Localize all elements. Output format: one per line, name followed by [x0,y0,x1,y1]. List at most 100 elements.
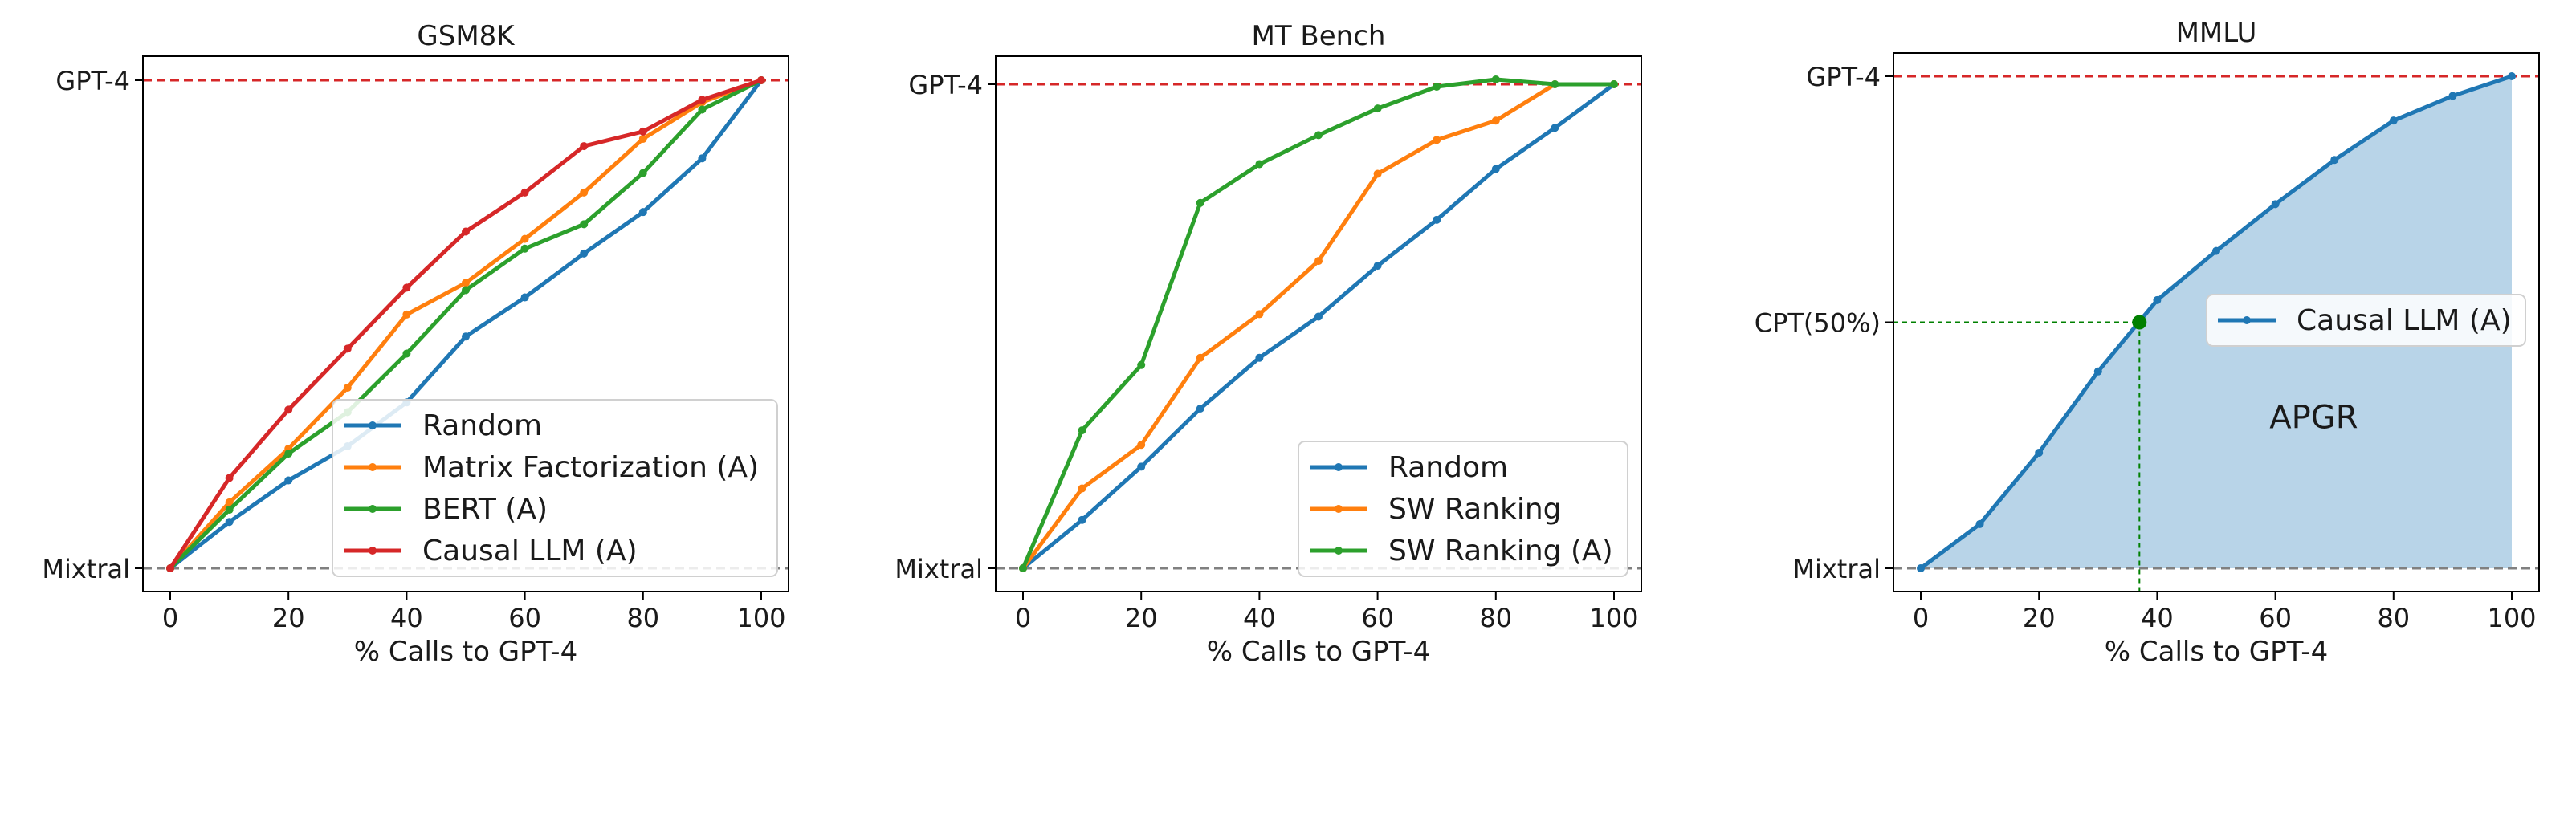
data-point-random [580,249,589,258]
data-point-causal-llm-a [2153,295,2162,304]
data-point-random [1196,405,1204,413]
data-point-sw-ranking-a [1433,83,1441,92]
data-point-sw-ranking-a [1491,75,1500,83]
data-point-matrix-factorization-a [225,498,234,506]
data-point-causal-llm-a [166,564,174,572]
x-axis-label: % Calls to GPT-4 [2105,636,2328,668]
chart-title: MT Bench [1252,20,1386,52]
data-point-causal-llm-a [2389,116,2398,125]
data-point-causal-llm-a [2035,448,2044,457]
plot-frame [142,55,789,592]
data-point-causal-llm-a [462,227,470,236]
y-tick-label: GPT-4 [908,70,983,100]
data-point-sw-ranking-a [1373,104,1382,113]
y-tick-label: Mixtral [42,554,130,584]
legend-marker [2243,316,2251,324]
data-point-matrix-factorization-a [520,234,529,243]
x-tick-label: 40 [390,603,423,633]
chart-title: GSM8K [417,20,516,52]
data-point-random [698,154,707,163]
legend-marker [1335,463,1343,471]
data-point-bert-a [580,220,589,229]
legend-label: SW Ranking [1388,493,1562,526]
x-tick-label: 40 [2141,603,2174,633]
data-point-sw-ranking [1373,169,1382,178]
data-point-sw-ranking [1255,310,1264,319]
x-tick-label: 0 [1913,603,1929,633]
data-point-random [284,476,293,485]
chart-panel-mt-bench: MT Bench 0 20 40 60 80 100 Mixtral GPT-4 % Calls … [895,20,1642,668]
legend-box [2206,294,2526,347]
y-tick-label: CPT(50%) [1755,308,1881,339]
data-point-sw-ranking [1491,116,1500,125]
data-point-random [225,518,234,527]
x-tick-label: 80 [626,603,659,633]
data-point-causal-llm-a [2508,72,2516,80]
data-point-random [520,293,529,302]
data-point-causal-llm-a [2271,200,2280,209]
legend-marker [369,463,377,471]
x-tick-label: 20 [2023,603,2056,633]
legend-box [332,399,778,577]
x-tick-label: 60 [508,603,541,633]
data-point-random [1078,515,1086,524]
data-point-matrix-factorization-a [402,310,411,319]
chart-title: MMLU [2176,17,2257,49]
plot-frame [995,55,1642,592]
legend-label: Random [422,409,542,442]
data-point-sw-ranking [1196,353,1204,362]
data-point-sw-ranking-a [1196,198,1204,207]
data-point-random [638,208,647,217]
x-tick-label: 40 [1243,603,1276,633]
x-tick-label: 100 [736,603,785,633]
data-point-causal-llm-a [1917,564,1925,572]
apgr-label: APGR [2269,399,2358,436]
x-tick-label: 100 [2487,603,2536,633]
data-point-sw-ranking [1433,136,1441,144]
data-point-causal-llm-a [580,142,589,151]
legend-label: Causal LLM (A) [422,535,638,567]
x-tick-label: 60 [1361,603,1394,633]
y-tick-label: Mixtral [1792,554,1881,584]
legend-label: Causal LLM (A) [2297,304,2512,337]
data-point-random [1137,462,1146,471]
legend-label: Random [1388,451,1508,484]
x-tick-label: 60 [2259,603,2292,633]
legend-label: BERT (A) [422,493,548,526]
data-point-random [1255,353,1264,362]
legend-marker [369,505,377,513]
data-point-sw-ranking-a [1137,360,1146,369]
data-point-matrix-factorization-a [462,279,470,287]
data-point-causal-llm-a [284,405,293,414]
legend-marker [1335,505,1343,513]
data-point-sw-ranking-a [1551,80,1559,88]
y-tick-label: GPT-4 [55,66,130,96]
data-point-sw-ranking-a [1314,131,1323,140]
legend-marker [369,547,377,555]
data-point-matrix-factorization-a [580,188,589,197]
data-point-sw-ranking [1078,484,1086,493]
data-point-bert-a [462,286,470,295]
data-point-sw-ranking-a [1019,564,1027,572]
data-point-sw-ranking [1137,441,1146,450]
data-point-matrix-factorization-a [638,134,647,143]
x-tick-label: 80 [1479,603,1512,633]
data-point-bert-a [638,169,647,177]
data-point-causal-llm-a [402,283,411,292]
data-point-random [462,332,470,341]
data-point-causal-llm-a [1975,519,1984,528]
data-point-causal-llm-a [2093,367,2102,376]
data-point-random [1433,215,1441,224]
data-point-causal-llm-a [2448,92,2457,100]
data-point-random [1314,312,1323,321]
data-point-sw-ranking-a [1610,80,1618,88]
data-point-bert-a [225,506,234,515]
legend-label: SW Ranking (A) [1388,535,1613,567]
legend-marker [369,421,377,429]
data-point-causal-llm-a [225,474,234,482]
x-tick-label: 80 [2377,603,2410,633]
x-tick-label: 0 [162,603,178,633]
legend-marker [1335,547,1343,555]
x-tick-label: 20 [272,603,305,633]
data-point-causal-llm-a [638,127,647,136]
